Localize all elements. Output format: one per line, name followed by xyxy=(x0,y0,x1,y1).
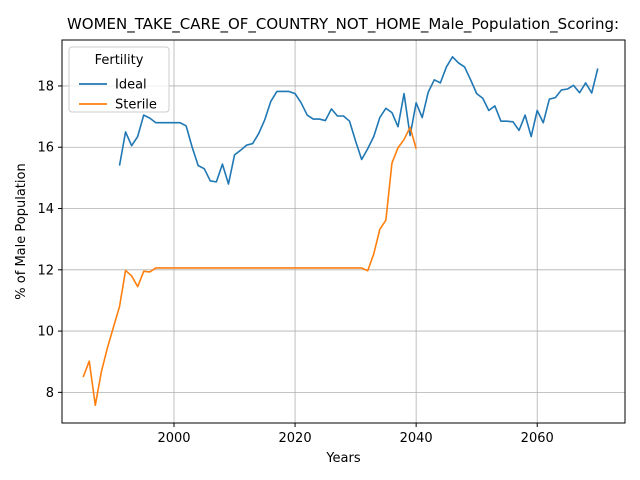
x-tick-label: 2020 xyxy=(279,431,312,446)
x-axis-label: Years xyxy=(325,451,361,466)
y-tick-label: 16 xyxy=(37,141,54,156)
y-tick-label: 18 xyxy=(37,79,54,94)
series-group xyxy=(82,56,599,407)
x-tick-label: 2040 xyxy=(400,431,433,446)
legend-title: Fertility xyxy=(95,53,144,68)
legend-box xyxy=(68,46,170,113)
series-line-sterile xyxy=(82,126,417,407)
chart-title: WOMEN_TAKE_CARE_OF_COUNTRY_NOT_HOME_Male… xyxy=(67,15,619,34)
y-tick-label: 10 xyxy=(37,325,54,340)
x-tick-label: 2000 xyxy=(157,431,190,446)
axis-ticks: 2000 2020 2040 2060 8 10 12 14 16 18 xyxy=(37,79,553,446)
y-tick-label: 12 xyxy=(37,263,54,278)
y-tick-label: 14 xyxy=(37,202,54,217)
y-tick-label: 8 xyxy=(46,386,54,401)
plot-frame xyxy=(61,39,626,424)
series-line-ideal xyxy=(118,56,599,185)
x-tick-label: 2060 xyxy=(521,431,554,446)
legend-label-ideal: Ideal xyxy=(115,78,147,93)
y-axis-label: % of Male Population xyxy=(14,163,29,299)
legend-label-sterile: Sterile xyxy=(115,98,157,113)
legend: Fertility Ideal Sterile xyxy=(68,46,170,113)
